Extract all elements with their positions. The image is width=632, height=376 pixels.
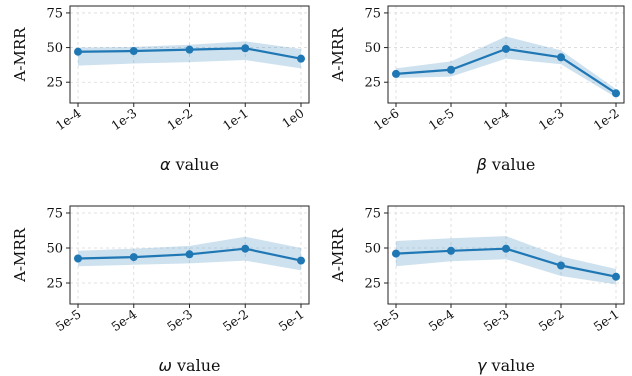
data-point <box>129 253 138 262</box>
confidence-band <box>78 41 301 69</box>
subplot-2: 25 50 75 1e-6 1e-5 1e-4 1e-3 1e-2 A-MRR β value <box>329 5 625 174</box>
y-tick-label: 50 <box>46 242 63 257</box>
data-point <box>557 261 565 270</box>
x-tick-label: 1e-3 <box>536 105 567 133</box>
x-tick-label: 5e-3 <box>164 306 195 334</box>
x-tick-label: 1e-4 <box>481 105 512 133</box>
data-point <box>502 244 510 253</box>
y-tick-label: 50 <box>46 41 63 56</box>
y-tick-label: 50 <box>364 41 381 56</box>
x-tick-label: 5e-2 <box>536 306 567 334</box>
y-tick-label: 25 <box>46 277 63 292</box>
x-axis-label-suffix: value <box>486 356 535 375</box>
data-point <box>185 250 194 259</box>
data-point <box>557 53 565 62</box>
data-point <box>241 244 250 253</box>
x-axis-label: ω value <box>159 356 221 375</box>
subplot-4: 25 50 75 5e-5 5e-4 5e-3 5e-2 5e-1 A-MRR γ value <box>329 205 625 375</box>
y-tick-label: 25 <box>364 76 381 91</box>
x-tick-label: 1e-4 <box>53 105 84 133</box>
x-tick-label: 5e-2 <box>220 306 251 334</box>
data-point <box>502 44 510 53</box>
y-axis-label: A-MRR <box>329 27 347 83</box>
x-axis-label-suffix: value <box>172 356 221 375</box>
data-point <box>392 249 400 258</box>
x-tick-label: 1e-2 <box>591 105 622 133</box>
data-point <box>129 47 138 56</box>
subplot-3: 25 50 75 5e-5 5e-4 5e-3 5e-2 5e-1 A-MRR ω value <box>11 205 310 375</box>
x-axis-param-symbol: γ <box>477 356 488 375</box>
x-tick-label: 5e-1 <box>591 306 622 334</box>
data-point <box>612 89 620 98</box>
x-axis-param-symbol: ω <box>159 356 172 375</box>
data-point <box>447 65 455 74</box>
data-point <box>185 45 194 54</box>
y-axis-label: A-MRR <box>11 27 29 83</box>
confidence-band <box>396 36 616 98</box>
data-point <box>74 254 82 263</box>
x-tick-label: 1e-5 <box>426 105 457 133</box>
x-axis-label: β value <box>476 155 536 174</box>
x-axis-param-symbol: α <box>160 155 171 174</box>
x-tick-label: 5e-4 <box>426 306 457 334</box>
x-tick-label: 1e0 <box>279 105 307 131</box>
y-axis-label: A-MRR <box>11 227 29 283</box>
data-point <box>74 47 82 56</box>
x-tick-label: 5e-5 <box>53 306 84 334</box>
data-point <box>297 256 305 265</box>
x-tick-label: 1e-2 <box>164 105 195 133</box>
x-tick-label: 1e-1 <box>220 105 251 133</box>
y-tick-label: 25 <box>46 76 63 91</box>
x-axis-label-suffix: value <box>487 155 536 174</box>
x-tick-label: 5e-3 <box>481 306 512 334</box>
data-point <box>392 69 400 78</box>
x-tick-label: 5e-5 <box>371 306 402 334</box>
y-tick-label: 75 <box>46 6 63 21</box>
y-tick-label: 25 <box>364 277 381 292</box>
y-tick-label: 75 <box>364 207 381 222</box>
data-point <box>447 246 455 255</box>
x-axis-param-symbol: β <box>476 155 487 174</box>
x-tick-label: 1e-3 <box>108 105 139 133</box>
x-tick-label: 5e-1 <box>276 306 307 334</box>
subplot-1: 25 50 75 1e-4 1e-3 1e-2 1e-1 1e0 A-MRR α value <box>11 5 310 174</box>
data-point <box>241 44 250 53</box>
y-tick-label: 75 <box>364 6 381 21</box>
y-tick-label: 50 <box>364 242 381 257</box>
x-tick-label: 1e-6 <box>371 105 402 133</box>
x-axis-label: α value <box>160 155 219 174</box>
y-axis-label: A-MRR <box>329 227 347 283</box>
y-tick-label: 75 <box>46 207 63 222</box>
x-axis-label-suffix: value <box>170 155 219 174</box>
data-point <box>297 54 305 63</box>
x-axis-label: γ value <box>477 356 535 375</box>
x-tick-label: 5e-4 <box>108 306 139 334</box>
data-point <box>612 272 620 281</box>
